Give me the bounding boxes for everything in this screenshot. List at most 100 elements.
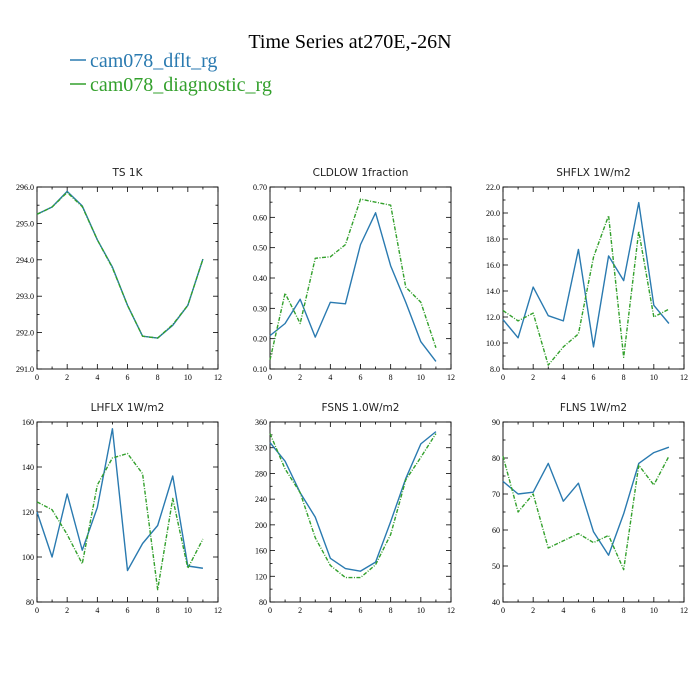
x-tick-label: 8: [622, 606, 626, 615]
panel-6: FLNS 1W/m2 0 2 4 6 8 10 12 40 50 60 70 80 90: [492, 402, 688, 615]
series-line-diagnostic: [502, 214, 670, 366]
y-tick-label: 0.30: [253, 304, 267, 313]
x-tick-label: 4: [95, 606, 99, 615]
x-tick-label: 8: [156, 606, 160, 615]
series-line-diagnostic: [269, 433, 437, 579]
panel-title: SHFLX 1W/m2: [556, 167, 631, 179]
panel-title: TS 1K: [112, 167, 144, 179]
y-tick-label: 12.0: [486, 313, 500, 322]
x-tick-label: 6: [359, 606, 363, 615]
x-tick-label: 4: [328, 373, 332, 382]
x-tick-label: 0: [268, 606, 272, 615]
x-tick-label: 8: [389, 606, 393, 615]
x-tick-label: 12: [680, 373, 688, 382]
x-tick-label: 12: [447, 606, 455, 615]
plot-frame: [36, 421, 219, 603]
y-tick-label: 20.0: [486, 209, 500, 218]
y-tick-label: 240: [255, 495, 267, 504]
y-tick-label: 16.0: [486, 261, 500, 270]
y-tick-label: 0.60: [253, 213, 267, 222]
y-tick-label: 80: [259, 598, 267, 607]
y-tick-label: 360: [255, 418, 267, 427]
y-tick-label: 295.0: [16, 219, 34, 228]
series-line-dflt: [502, 446, 670, 556]
y-tick-label: 70: [492, 490, 500, 499]
y-tick-label: 50: [492, 562, 500, 571]
y-tick-label: 0.40: [253, 274, 267, 283]
series-line-dflt: [36, 190, 204, 339]
x-tick-label: 6: [359, 373, 363, 382]
y-tick-label: 22.0: [486, 183, 500, 192]
x-tick-label: 6: [592, 606, 596, 615]
x-tick-label: 0: [35, 373, 39, 382]
x-tick-label: 4: [328, 606, 332, 615]
y-tick-label: 14.0: [486, 287, 500, 296]
x-tick-label: 2: [298, 606, 302, 615]
y-tick-label: 80: [492, 454, 500, 463]
panel-2: CLDLOW 1fraction 0 2 4 6 8 10 12 0.10 0.20 0.30 0.4…: [253, 167, 455, 382]
y-tick-label: 80: [26, 598, 34, 607]
y-tick-label: 40: [492, 598, 500, 607]
x-tick-label: 10: [184, 606, 192, 615]
series-line-diagnostic: [269, 198, 437, 361]
y-tick-label: 280: [255, 469, 267, 478]
x-tick-label: 12: [214, 373, 222, 382]
panel-title: FSNS 1.0W/m2: [322, 402, 400, 414]
panel-grid: TS 1K 0 2 4 6 8 10 12 291.0 292.0 293.0 294.0 295.0 2…: [16, 167, 688, 615]
y-tick-label: 293.0: [16, 292, 34, 301]
y-tick-label: 0.70: [253, 183, 267, 192]
x-tick-label: 4: [561, 606, 565, 615]
x-tick-label: 0: [35, 606, 39, 615]
x-tick-label: 4: [95, 373, 99, 382]
x-tick-label: 8: [156, 373, 160, 382]
y-tick-label: 292.0: [16, 329, 34, 338]
y-tick-label: 120: [22, 508, 34, 517]
y-tick-label: 160: [22, 418, 34, 427]
panel-4: LHFLX 1W/m2 0 2 4 6 8 10 12 80 100 120 140 160: [22, 402, 222, 615]
x-tick-label: 10: [650, 373, 658, 382]
y-tick-label: 100: [22, 553, 34, 562]
x-tick-label: 8: [622, 373, 626, 382]
x-tick-label: 10: [417, 606, 425, 615]
y-tick-label: 0.10: [253, 365, 267, 374]
x-tick-label: 10: [184, 373, 192, 382]
legend-label-diagnostic: cam078_diagnostic_rg: [90, 74, 272, 96]
x-tick-label: 6: [126, 373, 130, 382]
y-tick-label: 291.0: [16, 365, 34, 374]
figure-legend: cam078_dflt_rg cam078_diagnostic_rg: [70, 50, 272, 96]
x-tick-label: 2: [65, 373, 69, 382]
series-line-dflt: [502, 201, 670, 348]
series-line-dflt: [36, 428, 204, 572]
y-tick-label: 320: [255, 444, 267, 453]
y-tick-label: 10.0: [486, 339, 500, 348]
y-tick-label: 8.0: [490, 365, 500, 374]
y-tick-label: 0.20: [253, 335, 267, 344]
y-tick-label: 90: [492, 418, 500, 427]
y-tick-label: 200: [255, 521, 267, 530]
plot-frame: [502, 186, 685, 370]
y-tick-label: 0.50: [253, 244, 267, 253]
x-tick-label: 6: [592, 373, 596, 382]
x-tick-label: 2: [65, 606, 69, 615]
plot-frame: [269, 186, 452, 370]
series-line-diagnostic: [36, 191, 204, 339]
plot-frame: [502, 421, 685, 603]
plot-frame: [36, 186, 219, 370]
figure-title: Time Series at270E,-26N: [248, 31, 451, 53]
x-tick-label: 10: [650, 606, 658, 615]
y-tick-label: 140: [22, 463, 34, 472]
x-tick-label: 0: [501, 373, 505, 382]
x-tick-label: 2: [531, 606, 535, 615]
panel-1: TS 1K 0 2 4 6 8 10 12 291.0 292.0 293.0 294.0 295.0 2…: [16, 167, 222, 382]
x-tick-label: 12: [447, 373, 455, 382]
plot-frame: [269, 421, 452, 603]
panel-title: FLNS 1W/m2: [560, 402, 627, 414]
x-tick-label: 6: [126, 606, 130, 615]
x-tick-label: 2: [298, 373, 302, 382]
series-line-dflt: [269, 212, 437, 362]
series-line-diagnostic: [502, 455, 670, 571]
y-tick-label: 294.0: [16, 256, 34, 265]
y-tick-label: 60: [492, 526, 500, 535]
y-tick-label: 120: [255, 572, 267, 581]
series-line-dflt: [269, 431, 437, 572]
